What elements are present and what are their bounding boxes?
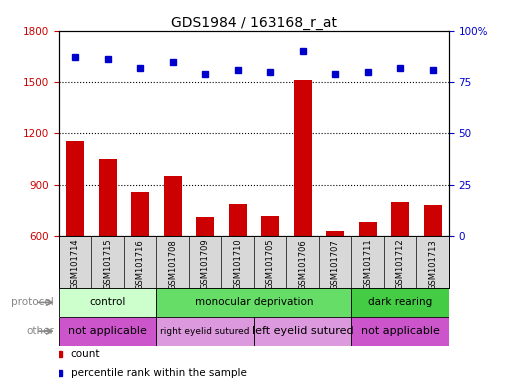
Text: right eyelid sutured: right eyelid sutured — [161, 327, 250, 336]
Text: monocular deprivation: monocular deprivation — [195, 297, 313, 308]
Title: GDS1984 / 163168_r_at: GDS1984 / 163168_r_at — [171, 16, 337, 30]
Text: other: other — [26, 326, 54, 336]
Text: GSM101712: GSM101712 — [396, 239, 405, 290]
Bar — [196, 217, 214, 236]
Bar — [131, 192, 149, 236]
Bar — [391, 202, 409, 236]
FancyBboxPatch shape — [351, 288, 449, 317]
FancyBboxPatch shape — [59, 317, 156, 346]
Text: GSM101716: GSM101716 — [136, 239, 145, 290]
Bar — [261, 217, 279, 236]
Text: protocol: protocol — [11, 297, 54, 308]
Text: count: count — [71, 349, 100, 359]
Text: GSM101713: GSM101713 — [428, 239, 437, 290]
FancyBboxPatch shape — [351, 317, 449, 346]
Bar — [164, 176, 182, 236]
Text: GSM101714: GSM101714 — [71, 239, 80, 290]
Bar — [326, 231, 344, 236]
Text: GSM101708: GSM101708 — [168, 239, 177, 290]
Bar — [424, 205, 442, 236]
Bar — [294, 80, 311, 236]
Text: dark rearing: dark rearing — [368, 297, 432, 308]
Text: control: control — [90, 297, 126, 308]
FancyBboxPatch shape — [156, 288, 351, 317]
FancyBboxPatch shape — [156, 317, 254, 346]
Bar — [359, 222, 377, 236]
Text: GSM101709: GSM101709 — [201, 239, 210, 290]
Bar — [229, 204, 247, 236]
Text: not applicable: not applicable — [361, 326, 440, 336]
Text: GSM101715: GSM101715 — [103, 239, 112, 290]
Text: GSM101705: GSM101705 — [266, 239, 274, 290]
Text: GSM101706: GSM101706 — [298, 239, 307, 290]
Text: GSM101711: GSM101711 — [363, 239, 372, 290]
Text: percentile rank within the sample: percentile rank within the sample — [71, 368, 247, 378]
Text: left eyelid sutured: left eyelid sutured — [252, 326, 353, 336]
Bar — [66, 141, 84, 236]
Bar — [99, 159, 116, 236]
Text: not applicable: not applicable — [68, 326, 147, 336]
Text: GSM101710: GSM101710 — [233, 239, 242, 290]
FancyBboxPatch shape — [254, 317, 351, 346]
Text: GSM101707: GSM101707 — [331, 239, 340, 290]
FancyBboxPatch shape — [59, 288, 156, 317]
